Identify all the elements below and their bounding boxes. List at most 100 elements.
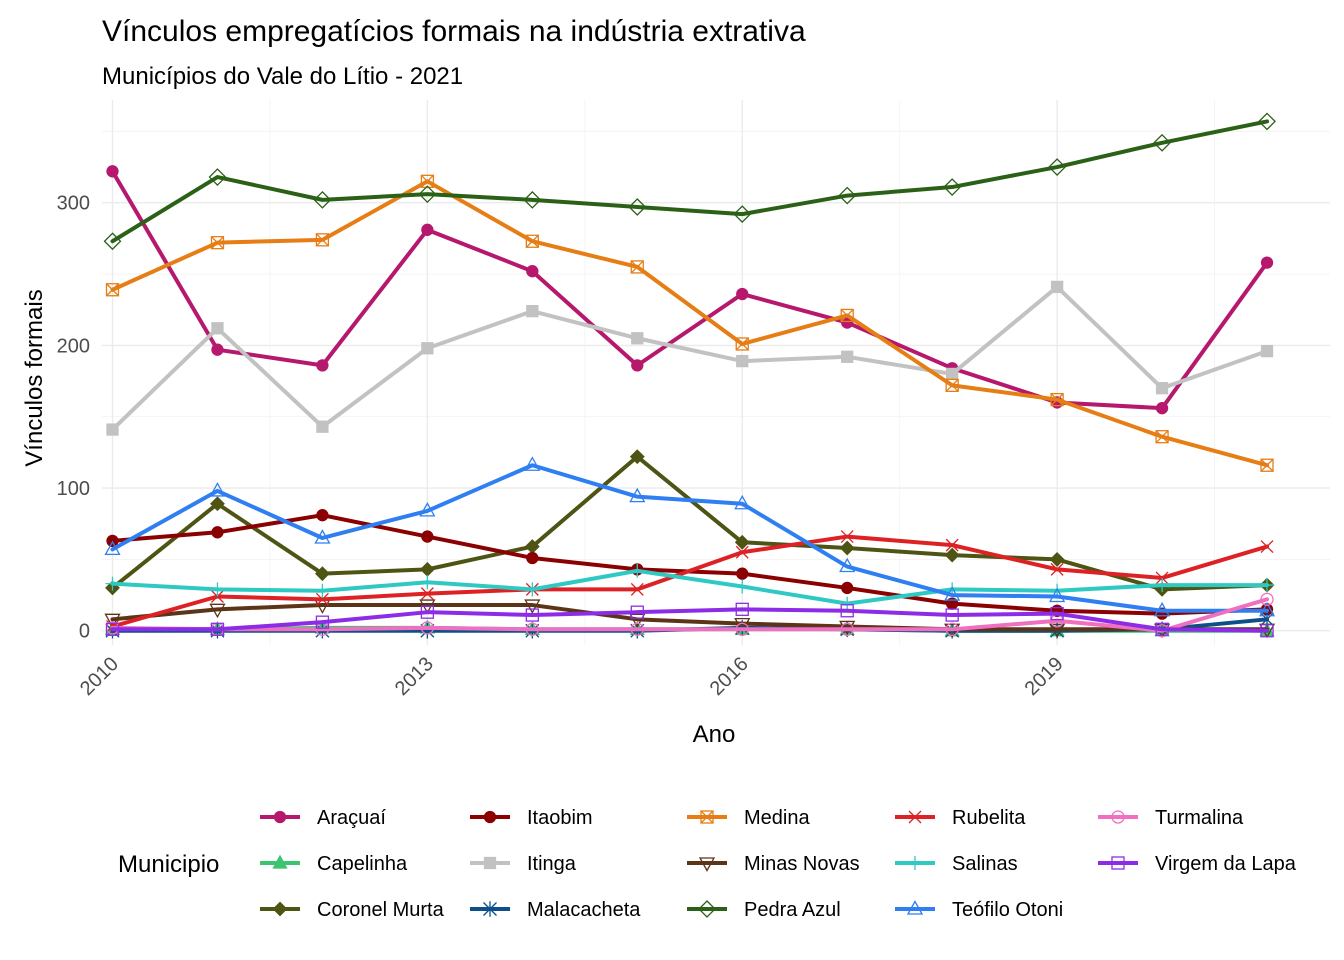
point-marker [315, 592, 329, 606]
point-marker [1155, 402, 1169, 415]
point-marker [104, 613, 121, 629]
point-marker [735, 545, 749, 559]
point-marker [736, 287, 749, 301]
point-marker [105, 283, 120, 297]
point-marker [483, 856, 497, 870]
point-marker [1153, 133, 1171, 152]
point-marker [1260, 458, 1274, 472]
x-tick-label: 2010 [76, 653, 123, 700]
marker-cross [106, 283, 119, 297]
x-tick-label: 2019 [1021, 653, 1068, 700]
point-marker [1260, 540, 1274, 554]
y-tick-label: 200 [57, 335, 90, 357]
x-axis-ticks: 2010 2013 2016 2019 [76, 653, 1068, 700]
y-tick-label: 100 [57, 478, 90, 500]
point-marker [316, 359, 329, 372]
series-virgem-da-lapa [105, 602, 1274, 638]
marker-box [630, 260, 644, 274]
point-marker [1050, 280, 1064, 294]
point-marker [314, 529, 331, 544]
x-tick-label: 2013 [391, 653, 438, 700]
point-marker [1155, 571, 1169, 585]
marker-cross [945, 378, 959, 392]
legend-item: Capelinha [260, 853, 408, 875]
point-marker [945, 378, 959, 392]
point-marker [209, 482, 226, 497]
point-marker [945, 608, 959, 622]
point-marker [736, 354, 749, 368]
point-marker [1258, 601, 1276, 617]
legend-item: Rubelita [895, 807, 1026, 829]
point-marker [106, 423, 119, 436]
marker-cross [1050, 393, 1064, 407]
point-marker [418, 185, 437, 204]
point-marker [104, 540, 121, 556]
marker-cross [630, 260, 644, 274]
point-marker [735, 622, 749, 636]
legend-item: Salinas [895, 853, 1018, 875]
series-rubelita [106, 530, 1274, 633]
legend-item: Itaobim [470, 807, 593, 829]
x-axis-title: Ano [693, 721, 736, 748]
marker-cross [1260, 458, 1274, 472]
point-marker [419, 502, 436, 517]
point-marker [944, 547, 960, 563]
series-line [110, 603, 1270, 632]
legend-item: Turmalina [1098, 807, 1244, 829]
marker-box [735, 337, 749, 351]
y-axis-title: Vínculos formais [21, 289, 48, 466]
point-marker [943, 178, 962, 196]
point-marker [315, 583, 330, 598]
series-medina [105, 174, 1274, 472]
legend-label: Medina [744, 807, 810, 829]
point-marker [840, 308, 854, 323]
point-marker [421, 223, 434, 236]
point-marker [210, 582, 225, 597]
marker-box [105, 283, 120, 297]
point-marker [211, 343, 224, 356]
legend: Municipio Araçuaí Capelinha Coronel Murta I… [118, 807, 1297, 921]
marker-box [315, 233, 330, 247]
marker-box [210, 236, 225, 250]
point-marker [208, 168, 227, 186]
point-marker [1260, 592, 1274, 606]
point-marker [210, 590, 224, 603]
point-marker [105, 576, 120, 591]
point-marker [1048, 158, 1067, 176]
series-line [110, 463, 1270, 613]
series-line [110, 284, 1270, 432]
point-marker [272, 901, 288, 917]
point-marker [210, 496, 225, 512]
point-marker [735, 602, 749, 616]
marker-cross [420, 174, 434, 188]
series-itinga [106, 280, 1274, 436]
series-te-filo-otoni [104, 456, 1276, 617]
point-marker [1049, 623, 1066, 639]
point-marker [735, 579, 750, 594]
point-marker [945, 538, 959, 552]
chart-subtitle: Municípios do Vale do Lítio - 2021 [102, 63, 463, 90]
point-marker [629, 613, 646, 629]
point-marker [523, 190, 542, 209]
marker-cross [700, 810, 714, 824]
point-marker [483, 901, 497, 917]
point-marker [483, 810, 497, 824]
point-marker [420, 621, 435, 635]
legend-label: Minas Novas [744, 853, 860, 875]
point-marker [1049, 551, 1065, 567]
point-marker [526, 305, 539, 318]
point-marker [209, 603, 226, 619]
marker-cross [1155, 430, 1169, 444]
point-marker [419, 561, 435, 577]
series-line [110, 179, 1270, 468]
point-marker [698, 857, 716, 872]
point-marker [421, 342, 434, 355]
point-marker [734, 534, 750, 550]
point-marker [420, 174, 435, 188]
point-marker [314, 566, 330, 582]
point-marker [838, 186, 857, 205]
point-marker [1111, 810, 1125, 824]
point-marker [629, 487, 646, 503]
legend-label: Coronel Murta [317, 899, 445, 921]
point-marker [840, 596, 855, 611]
